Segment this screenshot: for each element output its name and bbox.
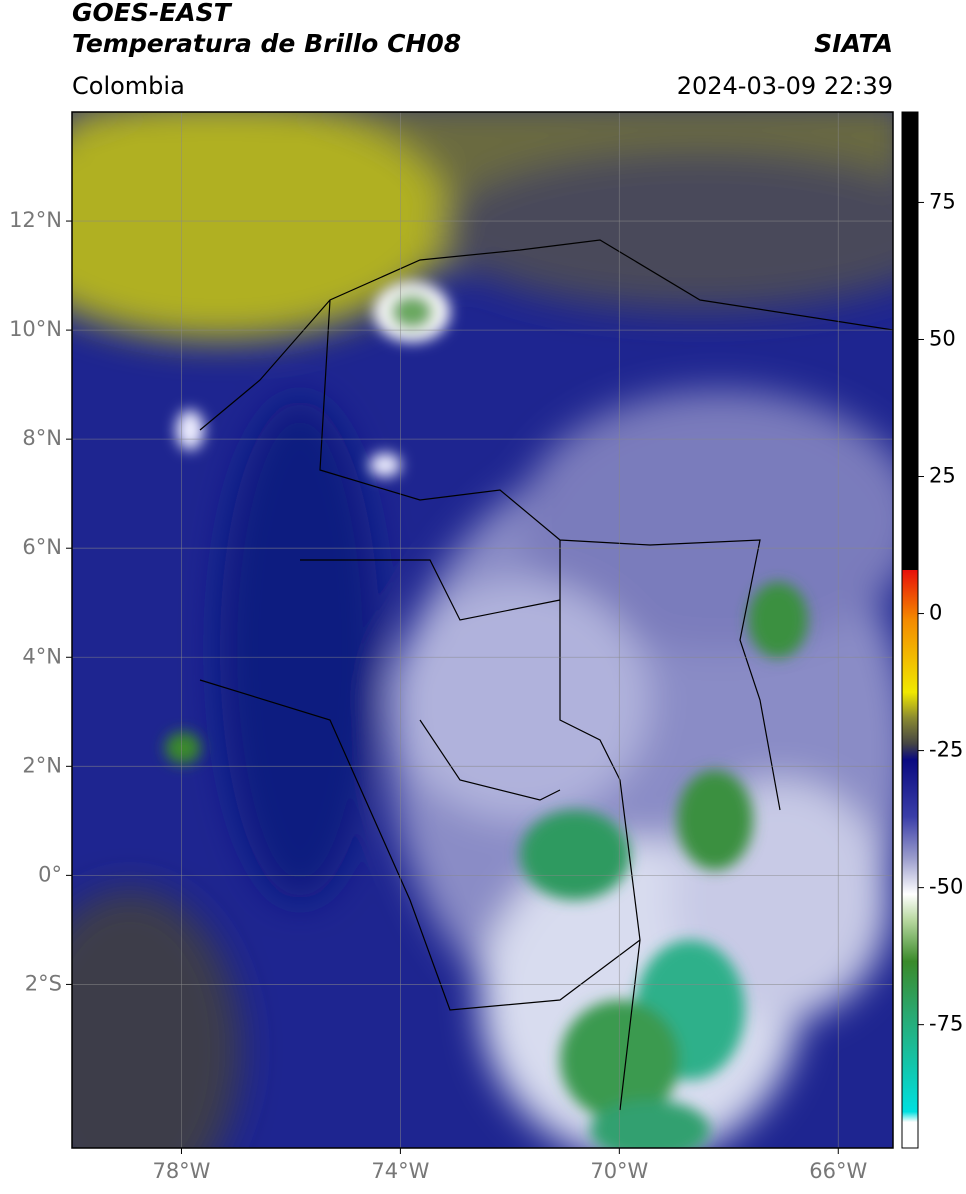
colorbar-tick-label: 75: [929, 189, 956, 213]
y-tick-label: 12°N: [9, 208, 62, 232]
datetime: 2024-03-09 22:39: [677, 72, 893, 100]
colorbar-tick-label: -50: [929, 875, 963, 899]
colorbar-tick-label: -75: [929, 1012, 963, 1036]
region: Colombia: [72, 72, 185, 100]
x-tick-label: 74°W: [371, 1159, 429, 1183]
x-tick-label: 70°W: [590, 1159, 648, 1183]
colorbar: [901, 111, 919, 1149]
y-tick-label: 4°N: [22, 644, 62, 668]
subtitle: Temperatura de Brillo CH08: [72, 29, 461, 58]
source: SIATA: [814, 29, 893, 58]
y-tick-label: 6°N: [22, 535, 62, 559]
satellite-image: [72, 112, 893, 1148]
borders: [199, 239, 893, 1111]
x-tick-label: 66°W: [809, 1159, 867, 1183]
title: GOES-EAST: [72, 0, 233, 27]
y-tick-label: 10°N: [9, 317, 62, 341]
colorbar-tick-label: 50: [929, 326, 956, 350]
colorbar-tick-label: 0: [929, 601, 942, 625]
y-tick-label: 2°S: [25, 971, 62, 995]
x-tick-label: 78°W: [152, 1159, 210, 1183]
colorbar-tick-label: -25: [929, 738, 963, 762]
y-tick-label: 8°N: [22, 426, 62, 450]
colorbar-tick-label: 25: [929, 464, 956, 488]
y-tick-label: 0°: [38, 862, 62, 886]
y-tick-label: 2°N: [22, 753, 62, 777]
map-frame: [71, 111, 894, 1149]
